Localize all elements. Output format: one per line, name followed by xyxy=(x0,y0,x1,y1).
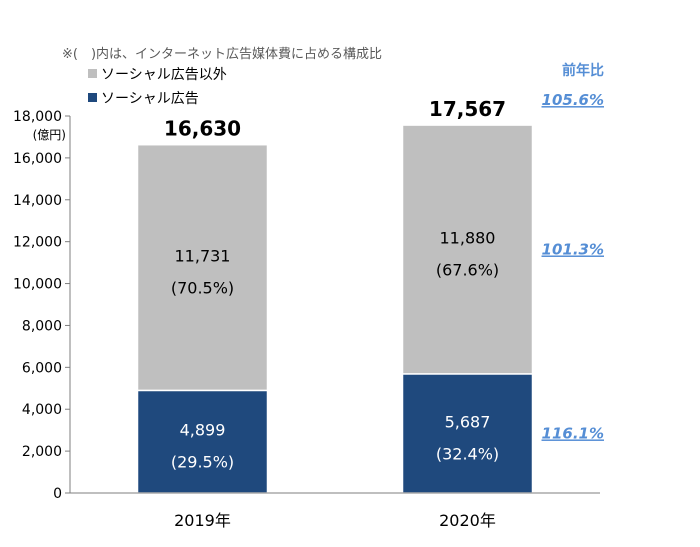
y-tick-label: 6,000 xyxy=(22,360,62,376)
legend-label-other: ソーシャル広告以外 xyxy=(101,67,227,83)
bar-labels: 4,899 (29.5%) 11,731 (70.5%) 16,630 5,687 (32.… xyxy=(164,97,506,472)
x-axis: 2019年 2020年 xyxy=(70,492,600,530)
yoy-other-label: 101.3% xyxy=(542,240,604,258)
unit-label: (億円) xyxy=(33,128,66,142)
y-tick-label: 18,000 xyxy=(13,109,62,125)
segment-value-label: 5,687 xyxy=(445,412,491,431)
bar-segment-social xyxy=(401,373,534,494)
total-label: 16,630 xyxy=(164,117,241,141)
total-label: 17,567 xyxy=(429,97,506,121)
bar-segment-other xyxy=(401,124,534,375)
segment-share-label: (70.5%) xyxy=(171,279,234,298)
segment-value-label: 11,880 xyxy=(440,228,496,247)
segment-value-label: 11,731 xyxy=(175,247,231,266)
y-tick-label: 2,000 xyxy=(22,444,62,460)
yoy-social-label: 116.1% xyxy=(542,424,604,442)
y-tick-label: 4,000 xyxy=(22,402,62,418)
bar-segment-social xyxy=(136,389,269,494)
x-tick-label: 2019年 xyxy=(174,511,231,530)
y-tick-label: 0 xyxy=(53,486,62,502)
y-tick-label: 16,000 xyxy=(13,151,62,167)
bars xyxy=(136,124,534,494)
segment-share-label: (29.5%) xyxy=(171,453,234,472)
legend-swatch-social xyxy=(88,93,97,102)
segment-share-label: (32.4%) xyxy=(436,444,499,463)
y-tick-label: 10,000 xyxy=(13,277,62,293)
y-tick-label: 8,000 xyxy=(22,318,62,334)
y-axis: 0 2,000 4,000 6,000 8,000 10,000 12,000 14,000 1… xyxy=(13,109,71,502)
bar-segment-other xyxy=(136,143,269,392)
legend-swatch-other xyxy=(88,69,97,78)
y-tick-label: 12,000 xyxy=(13,235,62,251)
yoy-total-label: 105.6% xyxy=(542,91,604,109)
y-tick-label: 14,000 xyxy=(13,193,62,209)
legend-label-social: ソーシャル広告 xyxy=(101,91,199,107)
yoy-header: 前年比 xyxy=(562,62,604,79)
chart-note: ※( )内は、インターネット広告媒体費に占める構成比 xyxy=(62,46,382,62)
segment-value-label: 4,899 xyxy=(180,421,226,440)
segment-share-label: (67.6%) xyxy=(436,260,499,279)
yoy-labels: 105.6% 101.3% 116.1% xyxy=(542,91,604,442)
x-tick-label: 2020年 xyxy=(439,511,496,530)
